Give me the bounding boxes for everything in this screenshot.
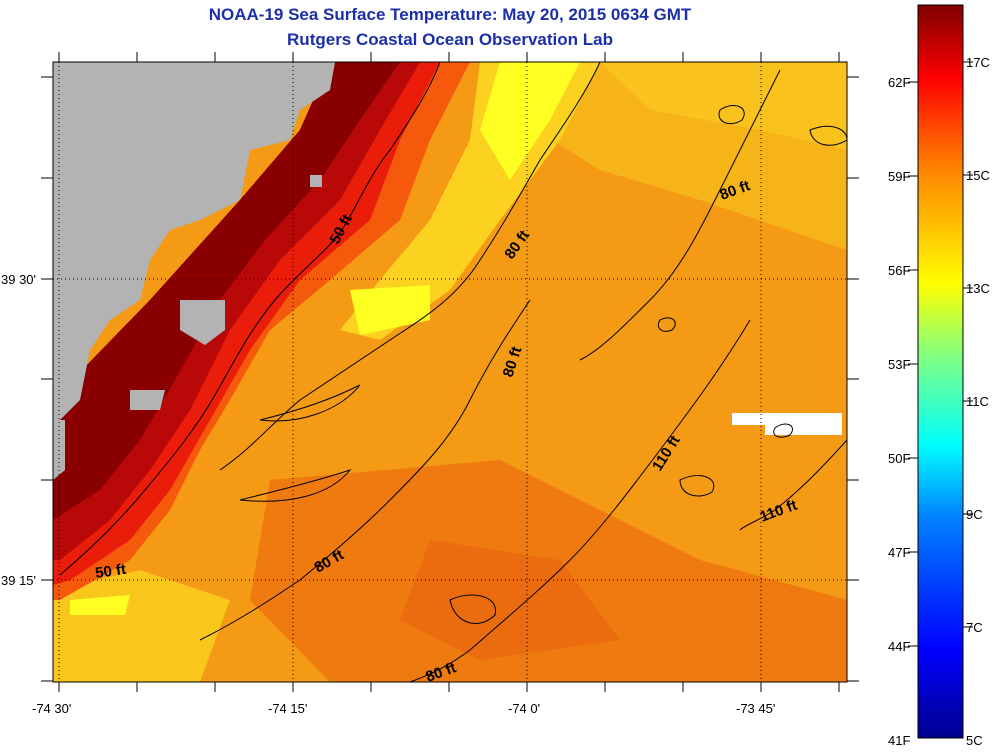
yellow-core-north [480, 62, 580, 180]
map-frame [52, 61, 848, 683]
land-mainland [53, 62, 335, 420]
x-tick-label-3: -74 0' [508, 701, 540, 716]
map-ticks [41, 52, 859, 692]
colorbar-c-label-1: 17C [966, 55, 990, 70]
colorbar-f-label-1: 62F [888, 75, 910, 90]
colorbar-c-label-2: 15C [966, 168, 990, 183]
colorbar-f-label-5: 50F [888, 451, 910, 466]
yellow-sw-core [70, 595, 130, 615]
contour-ring-6 [809, 125, 847, 146]
graticule [53, 62, 847, 682]
colorbar-c-label-6: 7C [966, 620, 983, 635]
contour-ring-1 [679, 475, 715, 497]
colorbar-c-label-7: 5C [966, 733, 983, 748]
contour-ring-3 [657, 317, 676, 332]
map-subtitle: Rutgers Coastal Ocean Observation Lab [287, 30, 613, 49]
orange-core-south [400, 540, 620, 660]
cloud-mask-2 [765, 413, 842, 435]
colorbar-c-label-3: 13C [966, 281, 990, 296]
x-tick-label-4: -73 45' [736, 701, 775, 716]
contour-ring-2 [718, 105, 745, 125]
contour-ring-5 [449, 594, 496, 624]
sst-field: 50 ft 50 ft 80 ft 80 ft 80 ft 80 ft 80 f… [53, 62, 847, 682]
contour-50ft [59, 62, 441, 576]
colorbar-f-label-3: 56F [888, 263, 910, 278]
colorbar-ticks [908, 61, 973, 647]
contour-ring-4 [773, 423, 793, 438]
contour-110ft [409, 319, 751, 682]
map-title: NOAA-19 Sea Surface Temperature: May 20,… [208, 5, 692, 24]
land-bay-1 [180, 300, 225, 345]
colorbar-c-label-5: 9C [966, 507, 983, 522]
colorbar-f-label-4: 53F [888, 357, 910, 372]
colorbar-f-label-8: 41F [888, 733, 910, 748]
colorbar-gradient [917, 4, 964, 739]
y-tick-label-2: 39 15' [1, 573, 36, 588]
y-tick-label-1: 39 30' [1, 272, 36, 287]
x-tick-label-2: -74 15' [268, 701, 307, 716]
colorbar-c-label-4: 11C [966, 394, 989, 409]
contour-80ft-north [219, 62, 601, 471]
land-islet [310, 175, 322, 187]
contour-110ft-east [739, 439, 847, 531]
contour-label-50ft-b: 50 ft [94, 561, 127, 582]
coastal-band-darkred [53, 62, 420, 560]
contour-80ft-mid [199, 299, 531, 641]
land-bay-2 [130, 390, 165, 410]
x-tick-label-1: -74 30' [32, 701, 71, 716]
colorbar-f-label-6: 47F [888, 545, 910, 560]
bathymetry-contours [59, 62, 847, 682]
contour-80ft-east [579, 69, 781, 361]
warm-patch-ne-light [600, 62, 847, 150]
colorbar: 62F 59F 56F 53F 50F 47F 44F 41F 17C 15C … [888, 4, 990, 748]
colorbar-f-label-2: 59F [888, 169, 910, 184]
yellow-core-mid [350, 285, 430, 335]
contour-ring-7 [259, 384, 361, 422]
colorbar-f-label-7: 44F [888, 639, 910, 654]
contour-ring-8 [239, 468, 352, 502]
